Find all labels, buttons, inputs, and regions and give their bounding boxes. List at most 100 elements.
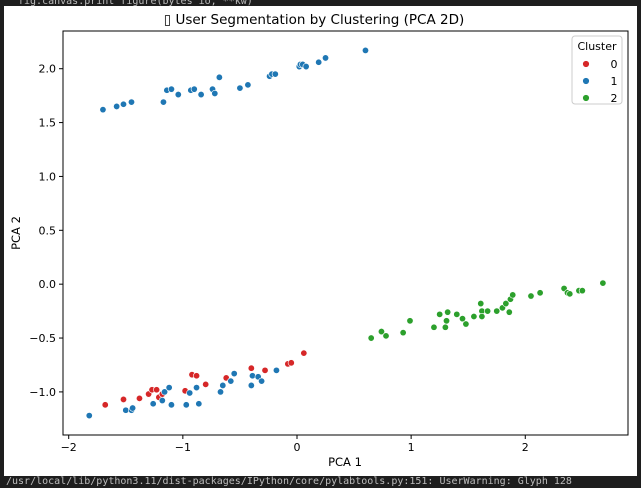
data-point: [272, 366, 280, 374]
plot-area: [62, 30, 629, 436]
data-point: [441, 323, 449, 331]
data-point: [99, 106, 107, 114]
y-tick-label: 1.5: [39, 117, 57, 130]
data-point: [113, 102, 121, 110]
data-point: [367, 334, 375, 342]
data-point: [119, 100, 127, 108]
data-point: [261, 366, 269, 374]
data-point: [527, 292, 535, 300]
data-point: [477, 300, 485, 308]
data-point: [236, 84, 244, 92]
data-point: [159, 98, 167, 106]
data-point: [247, 381, 255, 389]
data-point: [478, 312, 486, 320]
data-point: [453, 310, 461, 318]
data-point: [129, 404, 137, 412]
legend-marker: [582, 94, 590, 102]
legend: Cluster 0 1 2: [571, 35, 623, 105]
data-point: [578, 287, 586, 295]
data-point: [443, 317, 451, 325]
legend-label: 2: [611, 92, 618, 105]
data-point: [300, 349, 308, 357]
x-tick-label: −2: [61, 441, 77, 454]
data-point: [217, 388, 225, 396]
data-point: [174, 91, 182, 99]
data-point: [165, 384, 173, 392]
y-tick-label: −0.5: [29, 332, 56, 345]
y-tick-label: 0.5: [39, 224, 57, 237]
legend-title: Cluster: [577, 40, 617, 53]
data-point: [436, 310, 444, 318]
data-point: [536, 289, 544, 297]
x-tick-label: 0: [293, 441, 300, 454]
data-point: [127, 98, 135, 106]
data-point: [505, 308, 513, 316]
data-point: [153, 386, 161, 394]
data-point: [444, 308, 452, 316]
legend-marker: [582, 60, 590, 68]
data-point: [566, 290, 574, 298]
data-point: [149, 400, 157, 408]
data-point: [215, 73, 223, 81]
data-point: [158, 397, 166, 405]
scatter-chart: ▯ User Segmentation by Clustering (PCA 2…: [9, 12, 629, 469]
data-point: [227, 377, 235, 385]
data-point: [167, 401, 175, 409]
data-point: [211, 89, 219, 97]
series-1: [85, 46, 369, 420]
data-point: [193, 384, 201, 392]
data-point: [599, 279, 607, 287]
data-point: [202, 380, 210, 388]
data-point: [258, 377, 266, 385]
data-point: [377, 328, 385, 336]
data-point: [248, 372, 256, 380]
data-point: [315, 58, 323, 66]
data-point: [399, 329, 407, 337]
data-point: [85, 412, 93, 420]
data-point: [247, 364, 255, 372]
x-tick-label: 1: [408, 441, 415, 454]
console-output-bottom: /usr/local/lib/python3.11/dist-packages/…: [6, 476, 572, 487]
data-point: [322, 54, 330, 62]
legend-items: 0 1 2: [582, 58, 618, 105]
y-axis-label: PCA 2: [9, 216, 23, 250]
data-point: [509, 291, 517, 299]
data-point: [271, 70, 279, 78]
x-axis-label: PCA 1: [328, 455, 362, 469]
x-tick-label: −1: [175, 441, 191, 454]
data-point: [190, 85, 198, 93]
data-point: [287, 359, 295, 367]
data-point: [361, 46, 369, 54]
data-point: [406, 317, 414, 325]
legend-marker: [582, 77, 590, 85]
data-point: [502, 300, 510, 308]
data-point: [101, 401, 109, 409]
data-point: [119, 395, 127, 403]
figure: ▯ User Segmentation by Clustering (PCA 2…: [4, 6, 637, 476]
data-point: [193, 372, 201, 380]
legend-label: 1: [611, 75, 618, 88]
data-point: [182, 401, 190, 409]
data-point: [430, 323, 438, 331]
data-point: [167, 85, 175, 93]
y-tick-label: 2.0: [39, 63, 57, 76]
chart-title: ▯ User Segmentation by Clustering (PCA 2…: [164, 12, 465, 28]
data-point: [382, 332, 390, 340]
data-point: [195, 400, 203, 408]
data-point: [186, 389, 194, 397]
axis-ticks: −2 −1 0 1 2 −1.0 −0.5 0.0 0.5 1.0 1.5 2.0: [29, 63, 528, 454]
data-point: [135, 394, 143, 402]
y-tick-label: 0.0: [39, 278, 57, 291]
series-2: [367, 279, 607, 342]
x-tick-label: 2: [522, 441, 529, 454]
legend-label: 0: [611, 58, 618, 71]
series-0: [101, 349, 308, 409]
data-point: [493, 307, 501, 315]
data-point: [244, 81, 252, 89]
legend-box: [571, 35, 623, 105]
data-point: [458, 315, 466, 323]
data-point: [484, 307, 492, 315]
y-tick-label: 1.0: [39, 170, 57, 183]
data-point: [470, 312, 478, 320]
data-point: [197, 91, 205, 99]
